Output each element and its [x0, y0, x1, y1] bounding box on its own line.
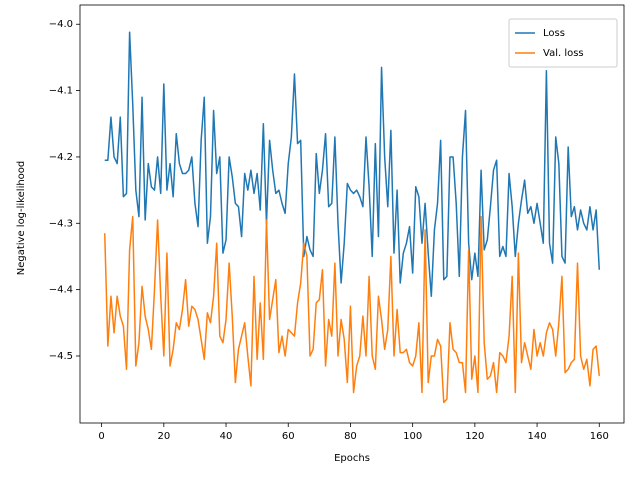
line-series [104, 31, 601, 298]
legend-label: Loss [543, 28, 565, 39]
x-tick-label: 40 [220, 431, 233, 442]
x-tick-label: 160 [590, 431, 609, 442]
y-tick-label: −4.0 [49, 19, 73, 30]
x-tick-label: 80 [344, 431, 357, 442]
axes-frame [79, 4, 625, 424]
y-tick-label: −4.3 [49, 218, 73, 229]
legend-box [508, 18, 618, 68]
y-tick-label: −4.4 [49, 285, 73, 296]
y-tick-label: −4.5 [49, 351, 73, 362]
x-tick-label: 120 [465, 431, 484, 442]
x-tick-label: 60 [282, 431, 295, 442]
x-tick-label: 0 [98, 431, 104, 442]
x-axis-label: Epochs [334, 453, 370, 464]
y-tick-label: −4.1 [49, 86, 73, 97]
x-tick-label: 140 [528, 431, 547, 442]
x-tick-label: 100 [403, 431, 422, 442]
y-axis-label: Negative log-likelihood [16, 161, 27, 276]
legend-label: Val. loss [543, 48, 584, 59]
y-tick-label: −4.2 [49, 152, 73, 163]
line-series [103, 215, 601, 404]
x-tick-label: 20 [157, 431, 170, 442]
